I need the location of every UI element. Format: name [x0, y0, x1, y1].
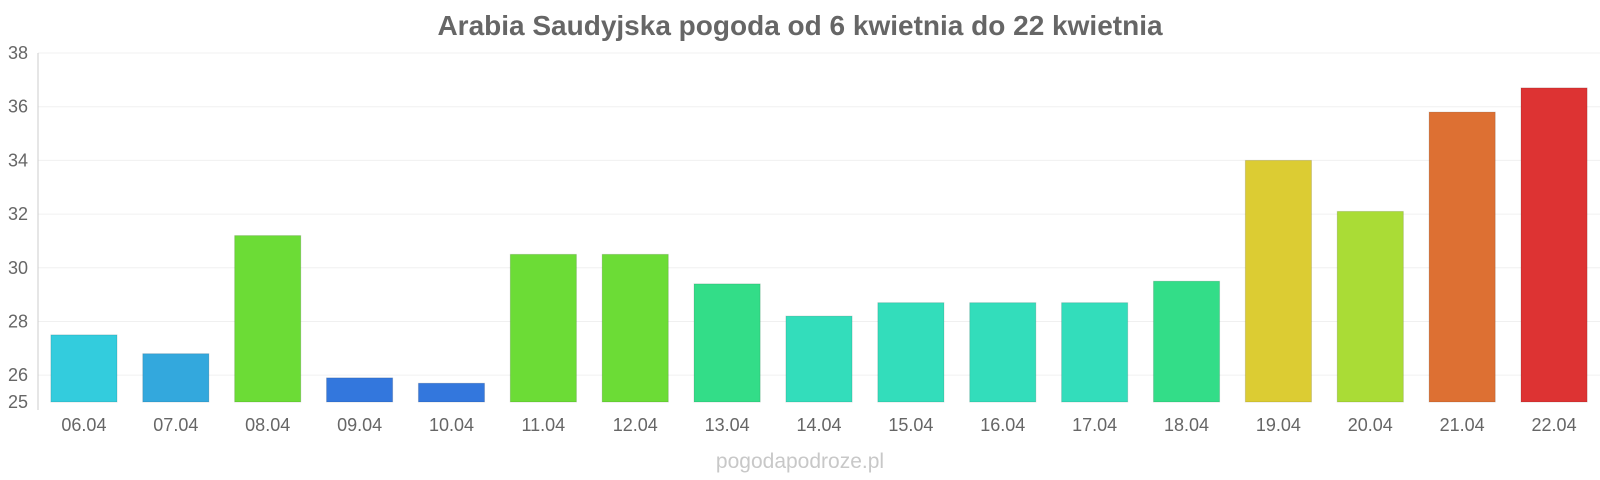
y-tick-labels: 25 26 28 30 32 34 36 38 [8, 43, 28, 412]
bar-07.04 [142, 353, 210, 403]
bar-21.04 [1428, 111, 1496, 403]
x-tick-labels: 06.04 07.04 08.04 09.04 10.04 11.04 12.04 13.04… [61, 415, 1576, 435]
bars [50, 87, 1588, 403]
bar-22.04 [1520, 87, 1588, 403]
x-tick-label: 09.04 [337, 415, 382, 435]
bar-08.04 [234, 235, 302, 403]
x-tick-label: 13.04 [705, 415, 750, 435]
x-tick-label: 17.04 [1072, 415, 1117, 435]
bar-09.04 [326, 377, 394, 403]
y-tick-label: 28 [8, 311, 28, 331]
bar-13.04 [693, 283, 761, 403]
x-tick-label: 20.04 [1348, 415, 1393, 435]
y-tick-label: 32 [8, 204, 28, 224]
x-tick-label: 15.04 [888, 415, 933, 435]
y-tick-label: 30 [8, 258, 28, 278]
x-tick-label: 19.04 [1256, 415, 1301, 435]
bar-19.04 [1244, 159, 1312, 403]
y-tick-label: 25 [8, 392, 28, 412]
bar-10.04 [417, 382, 486, 403]
watermark: pogodapodroze.pl [715, 450, 885, 473]
x-tick-label: 08.04 [245, 415, 290, 435]
bar-15.04 [877, 302, 945, 403]
y-tick-label: 38 [8, 43, 28, 63]
bar-18.04 [1152, 280, 1221, 403]
bar-06.04 [50, 334, 118, 403]
bar-11.04 [509, 253, 577, 403]
x-tick-label: 11.04 [521, 415, 565, 435]
x-tick-label: 21.04 [1440, 415, 1485, 435]
x-tick-label: 18.04 [1164, 415, 1209, 435]
x-tick-label: 06.04 [61, 415, 106, 435]
bar-16.04 [969, 302, 1037, 403]
x-tick-label: 14.04 [796, 415, 841, 435]
y-tick-label: 36 [8, 97, 28, 117]
bar-12.04 [601, 253, 669, 403]
x-tick-label: 12.04 [613, 415, 658, 435]
bar-17.04 [1061, 302, 1129, 403]
x-tick-label: 16.04 [980, 415, 1025, 435]
x-tick-label: 10.04 [429, 415, 474, 435]
x-tick-label: 07.04 [153, 415, 198, 435]
chart-title: Arabia Saudyjska pogoda od 6 kwietnia do… [437, 10, 1163, 41]
x-tick-label: 22.04 [1532, 415, 1577, 435]
bar-14.04 [785, 315, 853, 403]
bar-20.04 [1336, 210, 1404, 403]
y-tick-label: 26 [8, 365, 28, 385]
y-tick-label: 34 [8, 150, 28, 170]
